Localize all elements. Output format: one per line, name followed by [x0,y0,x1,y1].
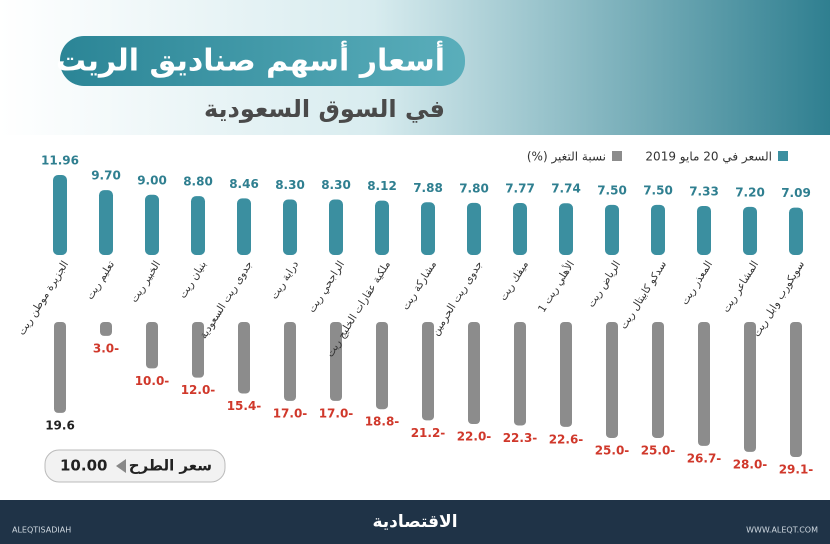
price-label: 8.30 [275,178,305,192]
offer-label: سعر الطرح [129,457,212,475]
price-bar [651,204,665,255]
price-bar [191,196,205,255]
price-label: 7.50 [597,183,627,197]
change-label: 29.1- [779,463,814,477]
price-bar [99,190,113,255]
price-label: 8.12 [367,179,397,193]
category-label: الخبير ريت [128,259,163,305]
footer-brand: الاقتصادية [372,512,457,532]
price-bar [421,202,435,255]
offer-arrow [116,459,126,473]
legend-swatch [612,151,622,161]
change-label: 12.0- [181,383,216,397]
change-bar [606,322,618,438]
price-bar [375,200,389,255]
change-label: 10.0- [135,374,170,388]
price-bar [283,199,297,255]
change-bar [698,322,710,446]
change-bar [284,322,296,401]
price-bar [697,205,711,255]
price-bar [53,175,67,255]
change-label: 26.7- [687,451,722,465]
change-label: 3.0- [93,341,119,355]
change-bar [744,322,756,452]
change-label: 18.8- [365,415,400,429]
change-label: 21.2- [411,426,446,440]
category-label: الرياض ريت [585,259,623,310]
change-bar [192,322,204,378]
price-label: 8.30 [321,178,351,192]
change-label: 25.0- [595,443,630,457]
offer-value: 10.00 [60,457,107,475]
price-label: 9.70 [91,169,121,183]
change-bar [514,322,526,426]
price-label: 7.09 [781,186,811,200]
category-label: ميفك ريت [497,259,531,303]
change-label: 28.0- [733,457,768,471]
change-bar [652,322,664,438]
change-bar [422,322,434,421]
price-label: 7.20 [735,185,765,199]
change-bar [100,322,112,336]
price-label: 7.74 [551,182,581,196]
category-label: المشاعر ريت [720,259,761,315]
price-bar [467,202,481,255]
price-bar [743,206,757,255]
change-label: 22.3- [503,431,538,445]
legend-label: نسبة التغير (%) [527,150,606,165]
change-label: 15.4- [227,399,262,413]
change-bar [238,322,250,394]
price-label: 7.80 [459,181,489,195]
category-label: الراجحي ريت [306,259,347,315]
change-bar [330,322,342,401]
change-bar [560,322,572,427]
chart-title: أسعار أسهم صناديق الريت [56,41,445,79]
footer-site: WWW.ALEQT.COM [746,526,818,535]
legend-swatch [778,151,788,161]
price-label: 8.46 [229,177,259,191]
category-label: بنيان ريت [177,259,209,301]
category-label: دراية ريت [268,259,301,302]
title-box [60,36,465,86]
price-label: 7.50 [643,183,673,197]
change-bar [790,322,802,457]
price-bar [559,203,573,255]
price-label: 7.33 [689,184,719,198]
change-label: 22.0- [457,430,492,444]
price-bar [789,207,803,255]
footer-bg [0,500,830,544]
chart-subtitle: في السوق السعودية [204,95,445,123]
price-bar [513,203,527,255]
price-label: 7.77 [505,182,535,196]
price-bar [237,198,251,255]
price-label: 7.88 [413,181,443,195]
change-bar [468,322,480,425]
change-label: 22.6- [549,432,584,446]
category-label: الأهلي ريت 1 [535,258,577,314]
offer-box [44,449,226,483]
change-label: 17.0- [319,406,354,420]
price-bar [329,199,343,255]
change-label: 17.0- [273,406,308,420]
change-bar [146,322,158,369]
change-bar [376,322,388,410]
change-label: 25.0- [641,443,676,457]
price-bar [605,204,619,255]
legend-label: السعر في 20 مايو 2019 [645,150,772,165]
footer-handle: ALEQTISADIAH [12,526,71,535]
change-label: 19.6 [45,418,75,432]
price-label: 9.00 [137,173,167,187]
category-label: سدكو كابيتال ريت [618,259,670,332]
category-label: مشاركة ريت [399,259,439,312]
price-bar [145,194,159,255]
category-label: المعذر ريت [679,259,715,307]
change-bar [54,322,66,413]
price-label: 8.80 [183,175,213,189]
category-label: تعليم ريت [84,259,117,302]
price-label: 11.96 [41,154,79,168]
